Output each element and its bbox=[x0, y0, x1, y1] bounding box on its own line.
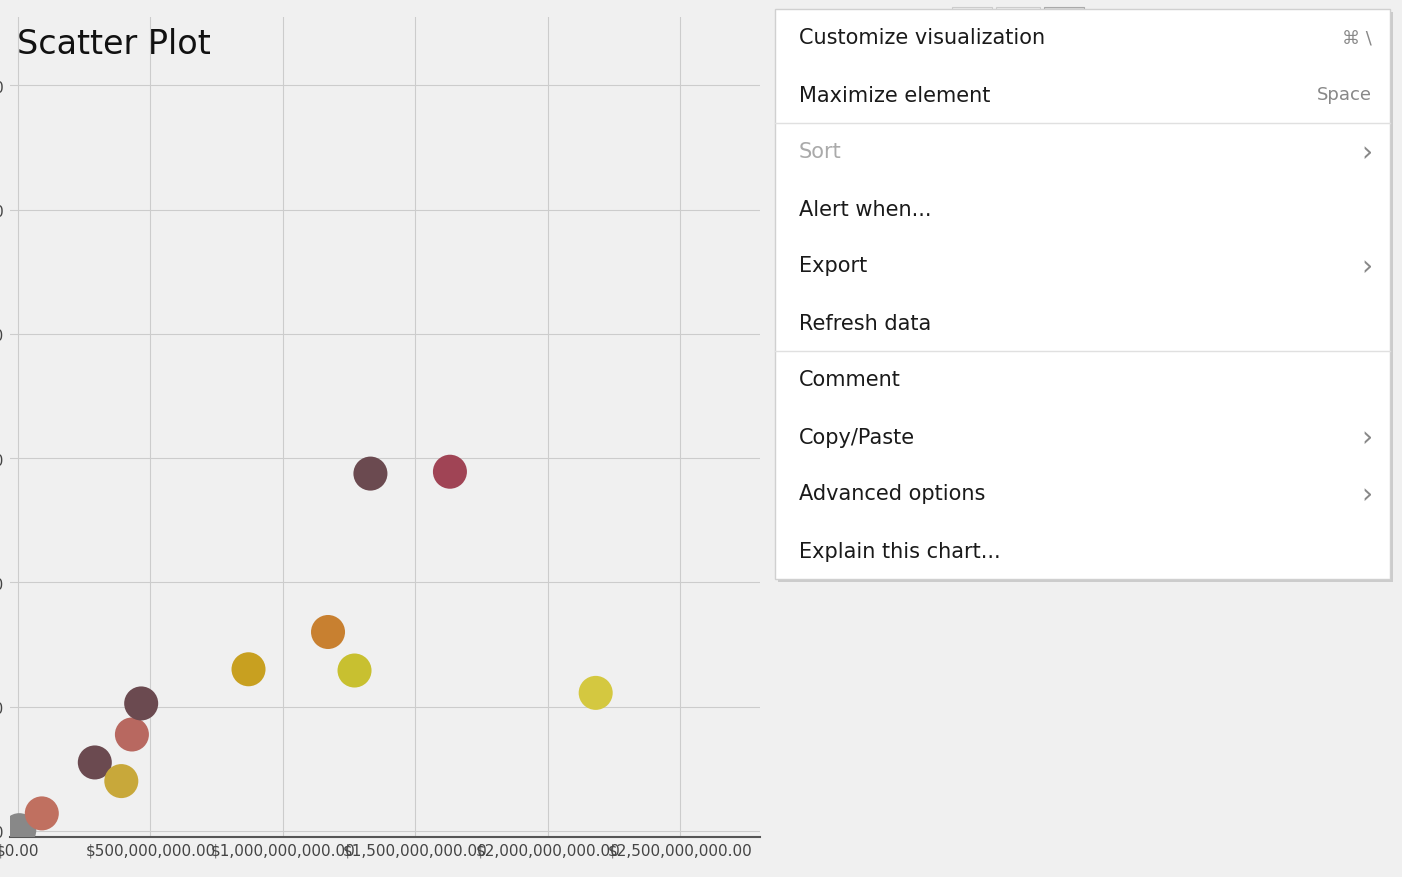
Text: Comment: Comment bbox=[799, 370, 901, 390]
Point bbox=[111, 774, 133, 788]
Bar bbox=[1044, 8, 1084, 48]
Point bbox=[130, 696, 153, 710]
Text: ⋁: ⋁ bbox=[962, 16, 983, 40]
Text: Copy/Paste: Copy/Paste bbox=[799, 427, 916, 447]
Text: Customize visualization: Customize visualization bbox=[799, 28, 1044, 48]
Text: Maximize element: Maximize element bbox=[799, 85, 990, 105]
Point bbox=[359, 467, 381, 481]
Text: ⊞: ⊞ bbox=[1008, 18, 1028, 38]
Text: ›: › bbox=[1361, 139, 1373, 167]
Point bbox=[31, 807, 53, 821]
Text: Alert when...: Alert when... bbox=[799, 199, 931, 219]
Point bbox=[343, 664, 366, 678]
Point bbox=[439, 465, 461, 479]
Text: ›: › bbox=[1361, 253, 1373, 280]
Text: Export: Export bbox=[799, 256, 868, 276]
Point bbox=[121, 728, 143, 742]
Point bbox=[585, 686, 607, 700]
Text: ›: › bbox=[1361, 423, 1373, 451]
Bar bbox=[995, 8, 1040, 48]
Point bbox=[8, 824, 31, 838]
Text: Scatter Plot: Scatter Plot bbox=[17, 28, 210, 61]
Text: ⋮: ⋮ bbox=[1050, 14, 1078, 42]
Text: Advanced options: Advanced options bbox=[799, 484, 986, 504]
Text: Space: Space bbox=[1316, 87, 1373, 104]
Bar bbox=[778, 13, 1394, 582]
Text: ›: › bbox=[1361, 480, 1373, 508]
Text: Explain this chart...: Explain this chart... bbox=[799, 541, 1001, 561]
Point bbox=[84, 756, 107, 770]
Text: ⌘ \: ⌘ \ bbox=[1342, 30, 1373, 47]
Bar bbox=[952, 8, 993, 48]
Bar bbox=[775, 10, 1389, 580]
Text: Refresh data: Refresh data bbox=[799, 313, 931, 333]
Point bbox=[317, 625, 339, 639]
Text: Sort: Sort bbox=[799, 142, 841, 162]
Point bbox=[237, 662, 259, 676]
